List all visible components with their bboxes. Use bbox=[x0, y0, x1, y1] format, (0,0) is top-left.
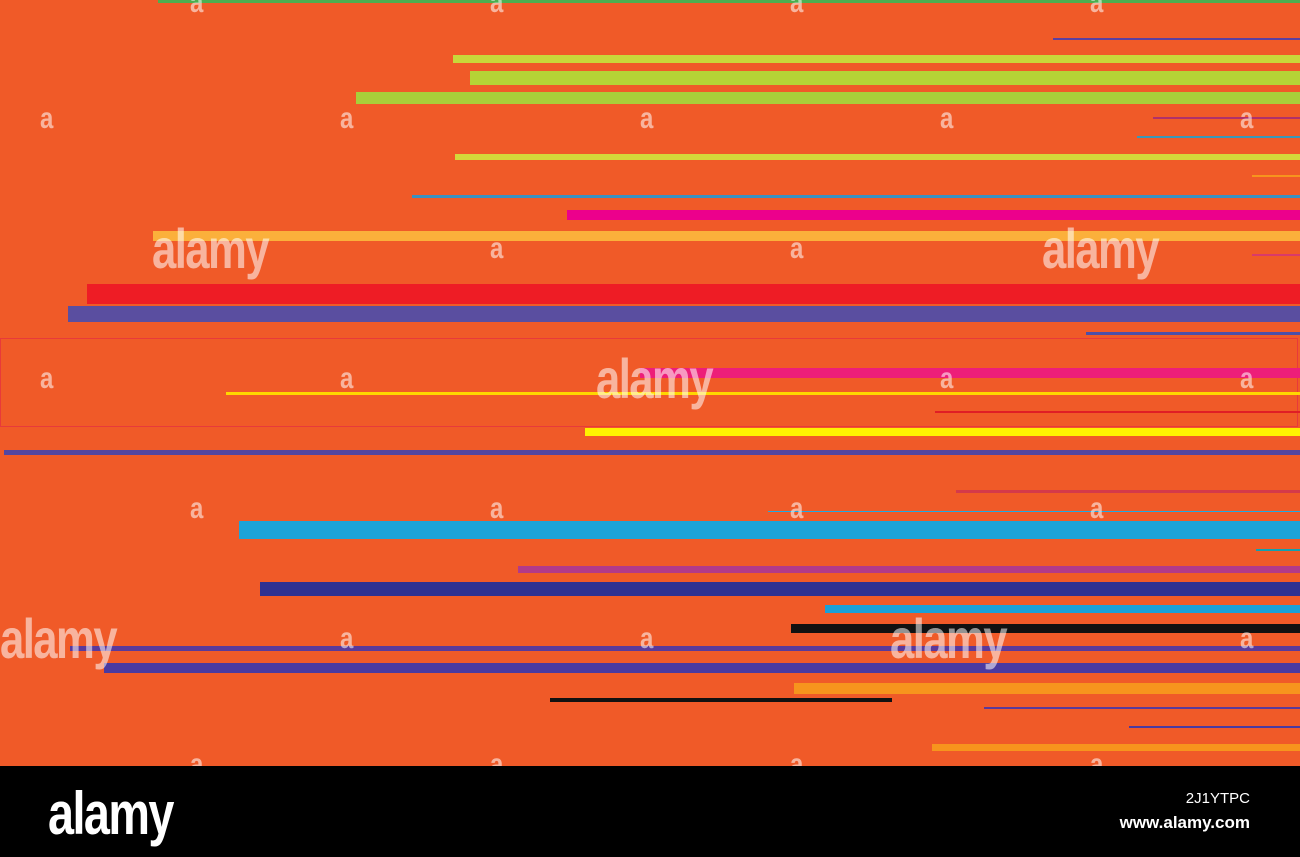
color-stripe bbox=[260, 582, 1300, 596]
color-stripe bbox=[470, 71, 1300, 85]
image-id-label: 2J1YTPC bbox=[1185, 790, 1250, 807]
color-stripe bbox=[455, 154, 1300, 160]
watermark-logo: alamy bbox=[890, 607, 1008, 670]
brand-logo: alamy bbox=[48, 780, 174, 847]
color-stripe bbox=[567, 210, 1300, 220]
color-stripe bbox=[550, 698, 892, 702]
watermark-logo: alamy bbox=[152, 217, 270, 280]
watermark-glyph: a bbox=[790, 0, 804, 19]
watermark-glyph: a bbox=[940, 102, 954, 135]
color-stripe bbox=[1252, 175, 1300, 177]
color-stripe bbox=[1053, 38, 1300, 40]
color-stripe bbox=[226, 391, 1300, 395]
color-stripe bbox=[1129, 726, 1300, 728]
color-stripe bbox=[1153, 117, 1300, 119]
color-stripe bbox=[356, 92, 1300, 104]
watermark-logo: alamy bbox=[1042, 217, 1160, 280]
color-stripe bbox=[825, 605, 1300, 613]
color-stripe bbox=[1137, 136, 1300, 138]
watermark-glyph: a bbox=[340, 622, 354, 655]
watermark-glyph: a bbox=[1240, 622, 1254, 655]
color-stripe bbox=[87, 284, 1300, 304]
color-stripe bbox=[68, 306, 1300, 322]
footer-bar: alamy 2J1YTPC www.alamy.com bbox=[0, 766, 1300, 857]
watermark-glyph: a bbox=[340, 102, 354, 135]
watermark-logo: alamy bbox=[596, 347, 714, 410]
watermark-glyph: a bbox=[490, 492, 504, 525]
watermark-glyph: a bbox=[790, 748, 804, 766]
watermark-glyph: a bbox=[490, 232, 504, 265]
color-stripe bbox=[239, 521, 1300, 539]
abstract-stripes-artwork: a a a a a a a a a a a a a a a a a a a a a a a a a a alamy alamy alam… bbox=[0, 0, 1300, 766]
watermark-glyph: a bbox=[190, 492, 204, 525]
color-stripe bbox=[794, 682, 1300, 694]
watermark-glyph: a bbox=[940, 362, 954, 395]
watermark-glyph: a bbox=[640, 102, 654, 135]
watermark-glyph: a bbox=[640, 622, 654, 655]
color-stripe bbox=[1252, 254, 1300, 256]
color-stripe bbox=[935, 411, 1300, 413]
color-stripe bbox=[153, 231, 1300, 241]
color-stripe bbox=[956, 489, 1300, 493]
outline-rectangle bbox=[0, 338, 1298, 427]
watermark-glyph: a bbox=[40, 102, 54, 135]
color-stripe bbox=[453, 55, 1300, 63]
watermark-glyph: a bbox=[1240, 362, 1254, 395]
watermark-glyph: a bbox=[790, 492, 804, 525]
watermark-glyph: a bbox=[490, 748, 504, 766]
watermark-glyph: a bbox=[1090, 748, 1104, 766]
watermark-glyph: a bbox=[790, 232, 804, 265]
watermark-glyph: a bbox=[340, 362, 354, 395]
watermark-glyph: a bbox=[40, 362, 54, 395]
watermark-glyph: a bbox=[190, 0, 204, 19]
color-stripe bbox=[70, 645, 1300, 651]
color-stripe bbox=[640, 368, 1300, 378]
watermark-glyph: a bbox=[1090, 492, 1104, 525]
color-stripe bbox=[768, 510, 1300, 512]
color-stripe bbox=[932, 743, 1300, 751]
watermark-glyph: a bbox=[1090, 0, 1104, 19]
color-stripe bbox=[1086, 331, 1300, 335]
site-url-label: www.alamy.com bbox=[1119, 813, 1250, 832]
color-stripe bbox=[158, 0, 1300, 3]
color-stripe bbox=[791, 623, 1300, 633]
color-stripe bbox=[4, 449, 1300, 455]
color-stripe bbox=[518, 565, 1300, 573]
color-stripe bbox=[585, 428, 1300, 436]
color-stripe bbox=[984, 707, 1300, 709]
watermark-logo: alamy bbox=[0, 607, 118, 670]
watermark-glyph: a bbox=[1240, 102, 1254, 135]
color-stripe bbox=[1256, 549, 1300, 551]
color-stripe bbox=[104, 663, 1300, 673]
watermark-glyph: a bbox=[490, 0, 504, 19]
watermark-glyph: a bbox=[190, 748, 204, 766]
color-stripe bbox=[412, 194, 1300, 198]
